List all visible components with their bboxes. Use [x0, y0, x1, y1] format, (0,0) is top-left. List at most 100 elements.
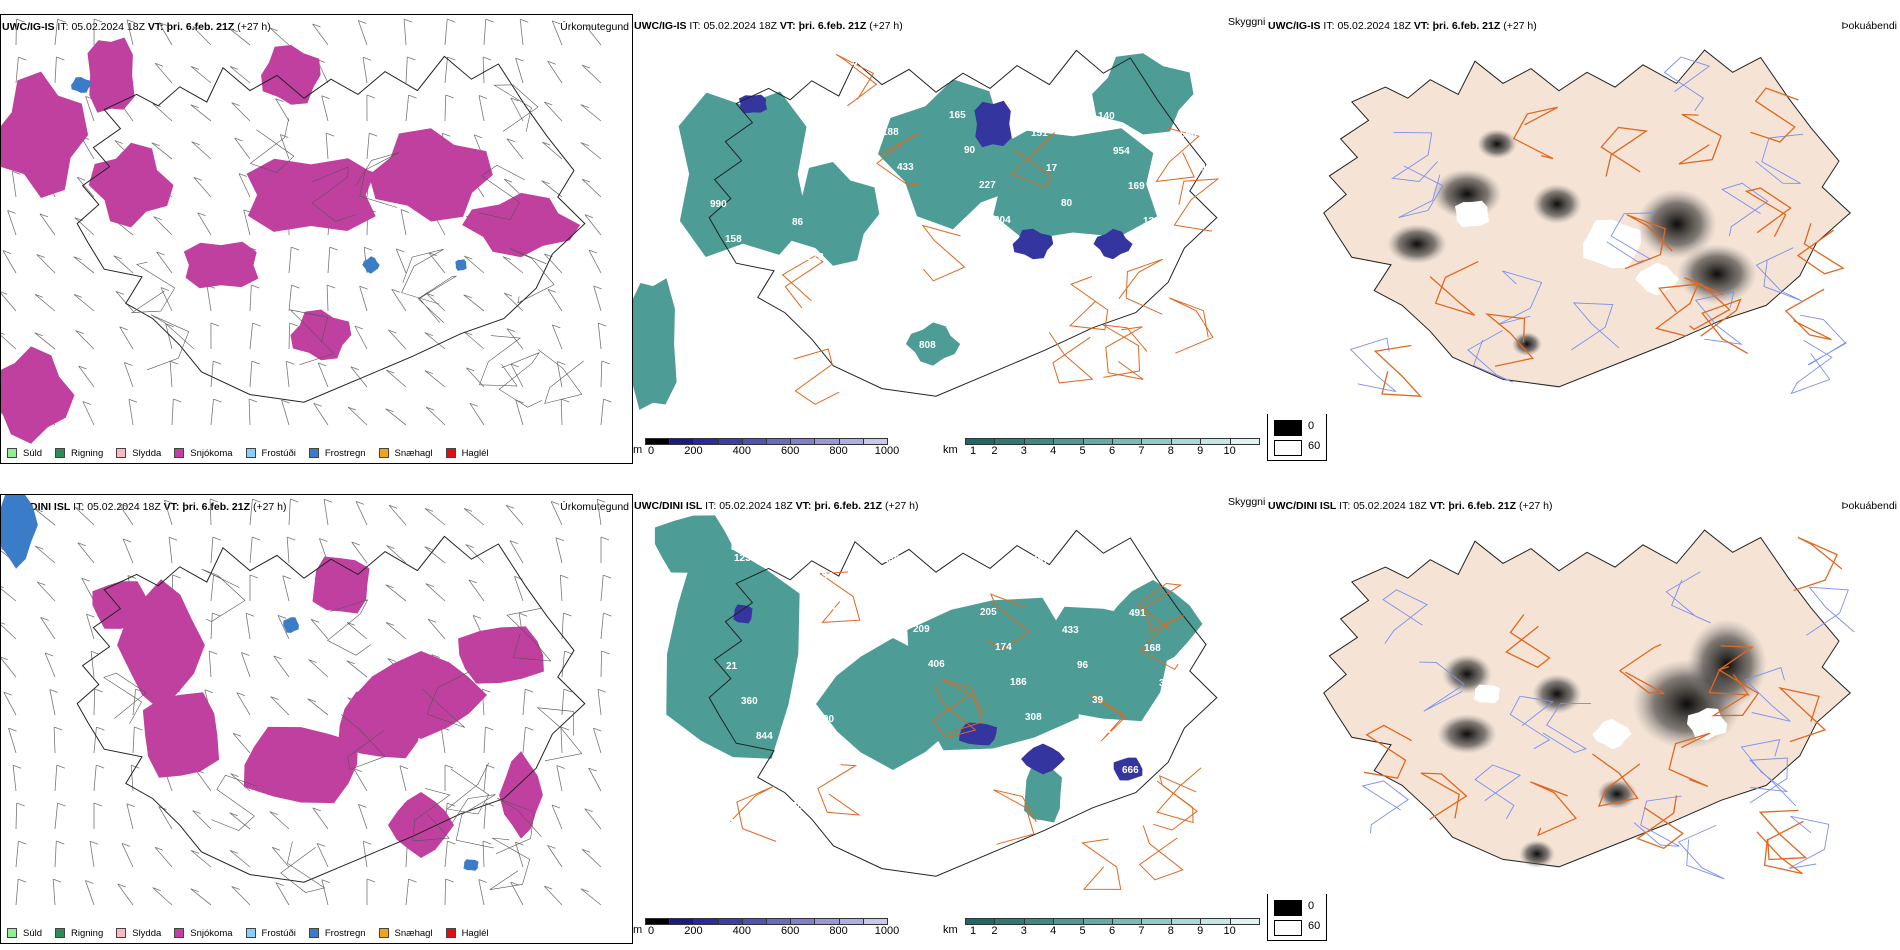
river	[1570, 302, 1620, 351]
cloud-base-label: 342	[1195, 164, 1212, 175]
cloud-base-label: 656	[1180, 129, 1197, 140]
cloud-area	[989, 128, 1158, 240]
road	[1711, 665, 1760, 717]
wind-barb	[190, 888, 212, 906]
panel-header: UWC/IG-IS IT: 05.02.2024 18Z VT: þri. 6.…	[1268, 20, 1537, 32]
legend-swatch	[55, 928, 66, 938]
colorbar-m-segment	[717, 438, 743, 445]
colorbar-m: m 0 200 400 600 800 1000	[633, 918, 899, 942]
wind-barb	[36, 254, 56, 274]
low-cloud-area	[1012, 228, 1054, 260]
wind-barb	[74, 217, 95, 236]
wind-barb	[85, 880, 95, 906]
road	[506, 607, 552, 662]
fog-swatch-60	[1274, 920, 1302, 936]
roads	[781, 53, 1220, 405]
colorbar-km-segment	[1170, 918, 1202, 925]
wind-barb	[424, 370, 446, 388]
precip-type-title: Úrkomutegund	[560, 501, 629, 513]
wind-barb	[588, 767, 602, 792]
snow-area	[87, 37, 135, 113]
wind-barb	[49, 689, 59, 716]
cloud-base-label: 330	[1159, 678, 1176, 689]
river	[1467, 330, 1513, 383]
cloud-base-label: 518	[1016, 93, 1033, 104]
wind-barb	[550, 501, 563, 526]
wind-barb	[231, 102, 251, 122]
colorbar-km-tick: 1	[969, 445, 977, 457]
colorbar-km-segment	[965, 438, 996, 445]
wind-barb	[580, 888, 602, 906]
fog-legend-0: 0	[1308, 900, 1315, 912]
colorbar-m-tick: 0	[647, 925, 655, 937]
wind-barb	[190, 66, 212, 84]
precip-legend: Súld Rigning Slydda Snjókoma Frostúði Frostre…	[7, 445, 502, 461]
road	[1600, 126, 1649, 177]
wind-barb	[40, 617, 56, 640]
wind-barb	[444, 94, 454, 122]
cloud-base-label: 115	[1001, 58, 1018, 69]
legend-item-1: Rigning	[55, 928, 103, 939]
fog-swatch-0	[1274, 420, 1302, 436]
colorbar-km-tick: 6	[1108, 925, 1116, 937]
wind-barb	[444, 764, 454, 791]
colorbar-km-tick: 1	[969, 925, 977, 937]
wind-barb	[580, 142, 602, 160]
river	[1790, 339, 1833, 395]
colorbar-m-segment	[838, 438, 864, 445]
road	[1138, 825, 1184, 881]
road	[147, 314, 194, 371]
cloud-areas	[633, 53, 1194, 410]
legend-swatch	[116, 448, 127, 458]
wind-barb	[230, 773, 251, 792]
legend-swatch	[7, 928, 17, 938]
colorbar-m-segment	[741, 438, 767, 445]
iceland-coastline	[708, 529, 1218, 877]
colorbar-m-segment	[717, 918, 743, 925]
fog-swatch-60	[1274, 440, 1302, 456]
cloud-base-label: 140	[1098, 111, 1115, 122]
wind-barb	[386, 545, 407, 564]
cloud-area	[1103, 580, 1203, 668]
lead-time: (+27 h)	[1503, 20, 1537, 32]
wind-barb	[245, 612, 255, 640]
colorbar-m-segment	[766, 438, 792, 445]
snow-area	[290, 309, 352, 361]
wind-barb	[478, 95, 488, 122]
wind-barb	[34, 332, 56, 350]
wind-barb	[313, 402, 329, 426]
wind-barb	[400, 209, 410, 236]
wind-barb	[428, 252, 446, 274]
road	[1592, 753, 1641, 807]
wind-barb	[351, 541, 368, 564]
snow-area	[142, 692, 220, 778]
legend-swatch	[7, 448, 17, 458]
freezing-rain-area	[362, 256, 380, 274]
wind-barb	[249, 574, 259, 601]
wind-barb	[52, 878, 62, 906]
valid-time: þri. 6.feb. 21Z	[814, 500, 883, 512]
snow-area	[368, 128, 493, 222]
wind-barb	[158, 22, 173, 46]
colorbar-m-segment	[669, 438, 695, 445]
wind-barb	[350, 366, 368, 388]
cloud-base-label: 35	[1091, 268, 1103, 279]
cloud-base-label: 168	[1173, 286, 1190, 297]
wind-barbs	[1, 498, 612, 906]
road	[536, 707, 583, 762]
road	[781, 255, 824, 309]
cloud-base-label: 433	[897, 162, 914, 173]
legend-item-5: Frostregn	[308, 448, 366, 459]
river	[1606, 212, 1655, 263]
wind-barb	[36, 581, 56, 602]
legend-swatch	[445, 928, 456, 938]
wind-barb	[424, 332, 446, 350]
colorbar-km-tick: 10	[1223, 445, 1236, 457]
wind-barb	[547, 288, 563, 312]
wind-barb	[424, 508, 446, 526]
init-time: 05.02.2024 18Z	[87, 501, 161, 513]
colorbar-m-segment	[693, 918, 719, 925]
white-area	[1473, 684, 1501, 704]
iceland-coastline	[708, 49, 1218, 397]
wind-barb	[234, 137, 251, 160]
